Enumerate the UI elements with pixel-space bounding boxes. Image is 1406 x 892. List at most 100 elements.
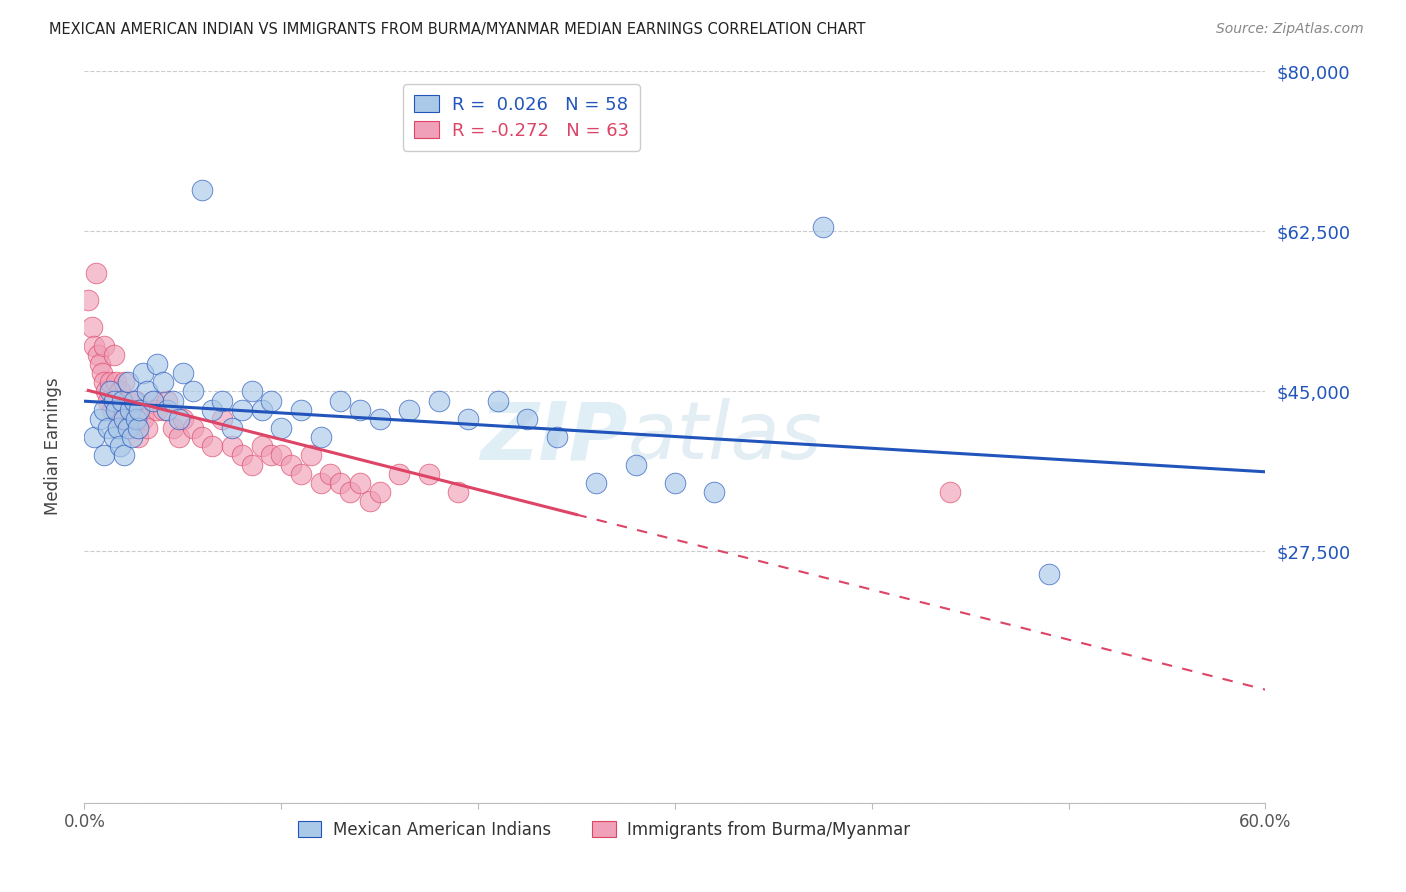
Point [418,467,440,481]
Point [98,384,121,399]
Point [117,393,139,408]
Point [664,475,686,490]
Point [118,421,141,435]
Point [122,393,145,408]
Point [103,393,125,408]
Point [152,375,174,389]
Point [250,439,273,453]
Point [93,375,115,389]
Point [167,411,190,425]
Point [231,402,253,417]
Text: Source: ZipAtlas.com: Source: ZipAtlas.com [1216,22,1364,37]
Point [1038,567,1060,582]
Point [77,293,100,307]
Point [260,393,283,408]
Point [167,430,190,444]
Point [329,393,352,408]
Point [349,475,371,490]
Point [87,348,110,362]
Point [309,475,332,490]
Text: ZIP: ZIP [481,398,627,476]
Point [136,421,159,435]
Point [83,430,105,444]
Point [811,219,834,234]
Text: MEXICAN AMERICAN INDIAN VS IMMIGRANTS FROM BURMA/MYANMAR MEDIAN EARNINGS CORRELA: MEXICAN AMERICAN INDIAN VS IMMIGRANTS FR… [49,22,866,37]
Point [703,484,725,499]
Point [89,411,111,425]
Point [172,366,194,380]
Point [191,183,214,197]
Point [250,402,273,417]
Point [93,338,115,352]
Point [97,393,120,408]
Point [359,494,381,508]
Point [624,458,647,472]
Point [112,448,135,462]
Point [136,384,159,399]
Point [112,375,135,389]
Point [516,411,538,425]
Point [368,411,391,425]
Point [89,357,111,371]
Point [107,421,129,435]
Point [221,439,243,453]
Point [107,402,129,417]
Point [240,384,263,399]
Point [146,402,169,417]
Point [290,402,312,417]
Point [142,393,165,408]
Point [270,421,292,435]
Point [128,402,150,417]
Point [221,421,243,435]
Point [201,402,224,417]
Point [84,266,107,280]
Point [280,458,302,472]
Point [939,484,962,499]
Point [117,421,139,435]
Point [427,393,450,408]
Point [201,439,224,453]
Point [142,393,165,408]
Point [94,384,117,399]
Point [299,448,322,462]
Point [585,475,607,490]
Point [172,411,194,425]
Point [108,439,131,453]
Legend: Mexican American Indians, Immigrants from Burma/Myanmar: Mexican American Indians, Immigrants fro… [291,814,917,846]
Point [240,458,263,472]
Point [101,402,124,417]
Point [121,430,143,444]
Point [97,421,120,435]
Point [447,484,470,499]
Point [121,402,143,417]
Point [132,366,155,380]
Point [146,357,169,371]
Point [82,320,104,334]
Point [103,430,125,444]
Point [162,421,184,435]
Point [486,393,509,408]
Point [127,430,149,444]
Point [103,348,125,362]
Point [93,448,115,462]
Point [319,467,342,481]
Point [128,402,150,417]
Point [260,448,283,462]
Point [349,402,371,417]
Point [112,411,135,425]
Point [108,384,131,399]
Point [152,402,174,417]
Point [156,393,179,408]
Point [290,467,312,481]
Point [211,411,233,425]
Point [118,402,141,417]
Point [112,411,135,425]
Point [329,475,352,490]
Point [398,402,420,417]
Point [388,467,411,481]
Point [122,411,145,425]
Point [104,402,127,417]
Point [108,411,131,425]
Point [368,484,391,499]
Point [309,430,332,444]
